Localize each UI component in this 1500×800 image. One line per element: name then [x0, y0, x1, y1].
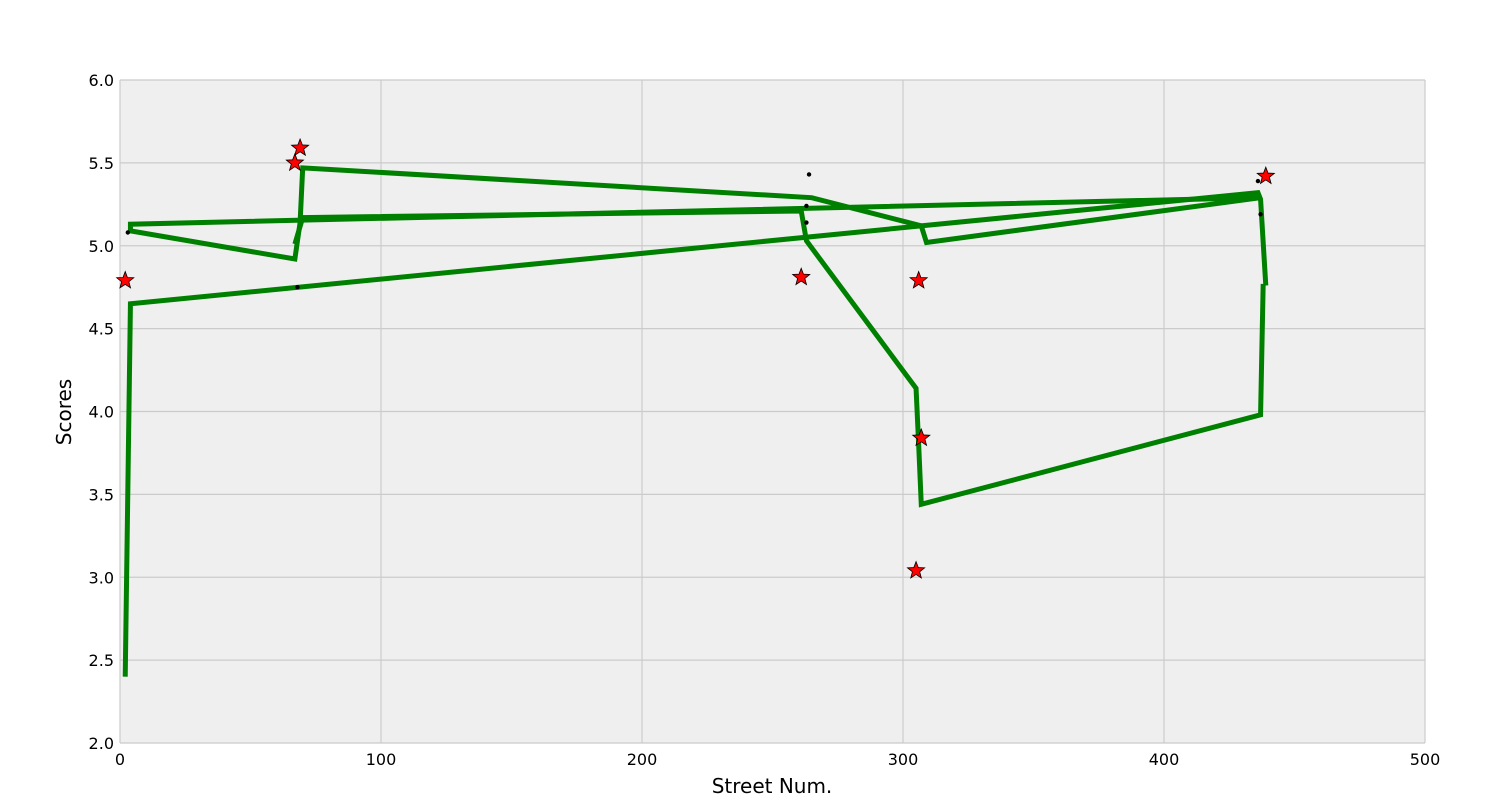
x-tick-label: 400	[1149, 750, 1180, 769]
x-tick-label: 0	[115, 750, 125, 769]
y-tick-label: 4.5	[89, 320, 114, 339]
y-tick-label: 4.0	[89, 403, 114, 422]
y-tick-label: 3.5	[89, 485, 114, 504]
star-point	[909, 270, 929, 289]
y-axis-label: Scores	[52, 379, 76, 445]
series-layer	[122, 165, 1269, 677]
x-tick-label: 100	[366, 750, 397, 769]
y-tick-label: 5.0	[89, 237, 114, 256]
star-point	[290, 137, 310, 157]
y-tick-label: 3.0	[89, 568, 114, 587]
grid	[119, 79, 1426, 744]
star-point	[906, 560, 926, 579]
line-series-2	[127, 165, 1261, 262]
dot-point	[806, 172, 812, 177]
star-point	[285, 152, 305, 172]
line-series-3	[292, 208, 1266, 508]
dot-point	[125, 230, 131, 235]
star-point	[1256, 165, 1276, 185]
dot-point	[295, 284, 300, 290]
x-tick-label: 500	[1410, 750, 1441, 769]
y-tick-label: 2.5	[89, 651, 114, 670]
star-point	[911, 427, 931, 447]
dot-point	[1255, 178, 1261, 184]
x-tick-label: 300	[888, 750, 919, 769]
dot-point	[804, 203, 809, 209]
tick-labels: 0 100 200 300 400 500 2.0 2.5 3.0 3.5 4.0 4.5 5.0 5.5…	[89, 71, 1441, 769]
line-series-1	[122, 190, 1269, 677]
x-tick-label: 200	[627, 750, 658, 769]
marker-layer	[115, 137, 1276, 579]
star-point	[791, 267, 811, 286]
star-point	[115, 270, 135, 289]
dot-point	[804, 220, 809, 225]
x-axis-label: Street Num.	[712, 774, 833, 798]
y-tick-label: 2.0	[89, 734, 114, 753]
y-tick-label: 6.0	[89, 71, 114, 90]
y-tick-label: 5.5	[89, 154, 114, 173]
dot-point	[1258, 212, 1263, 217]
